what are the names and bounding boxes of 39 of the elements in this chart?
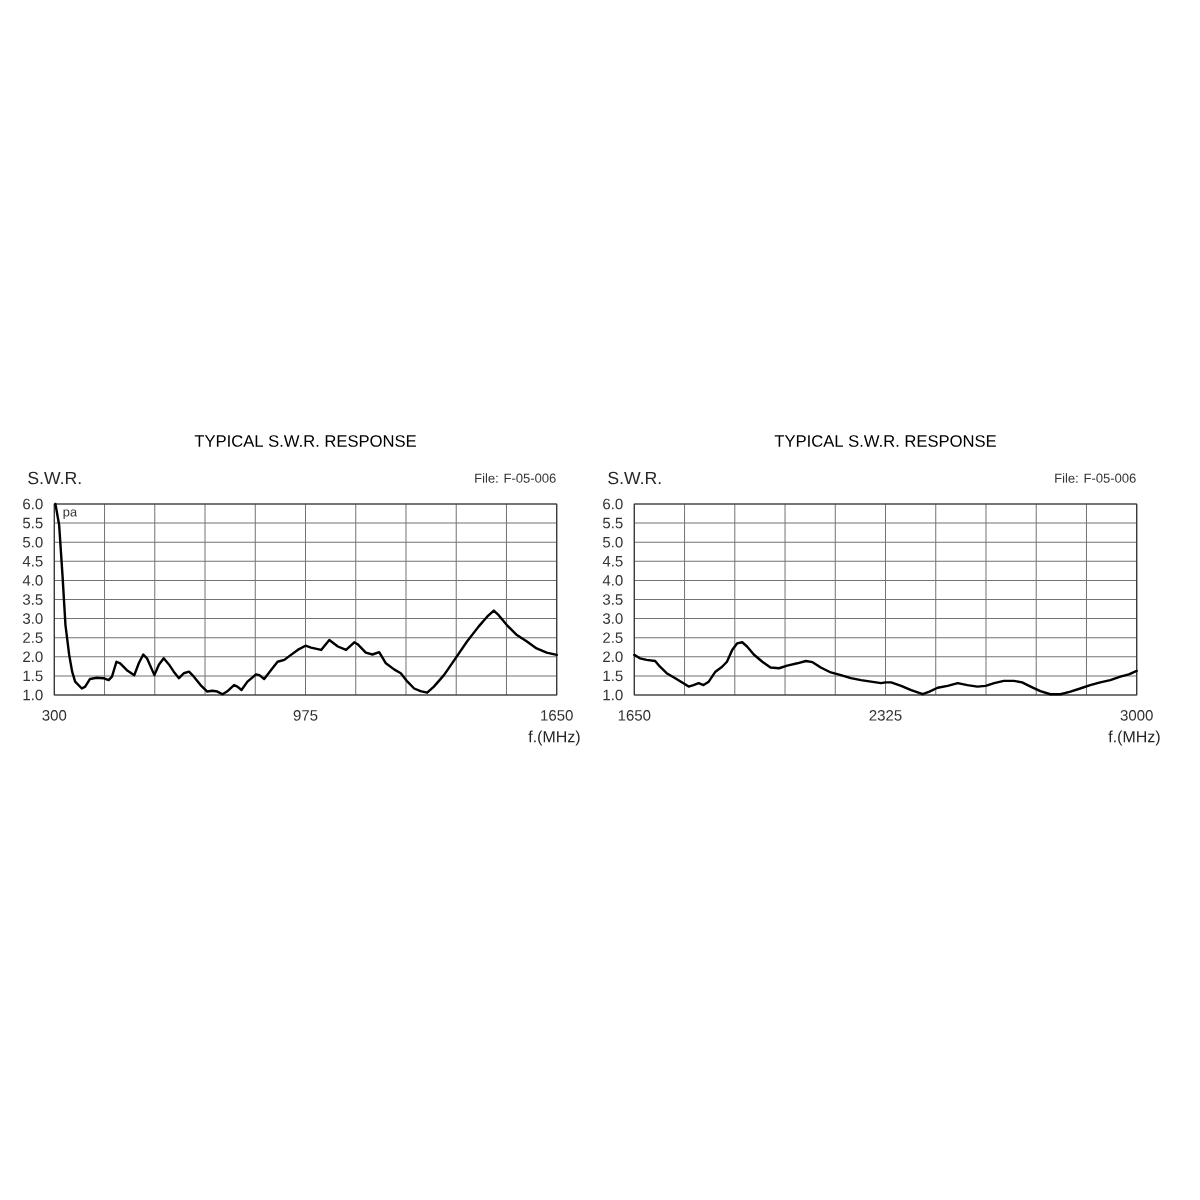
x-tick-label: 975 [293, 710, 318, 721]
x-tick-label: 2325 [869, 710, 902, 721]
text: File: F-05-006 [475, 473, 556, 483]
y-tick-label: 4.0 [22, 575, 43, 586]
y-tick-label: 5.0 [602, 536, 623, 548]
y-tick-label: 2.0 [603, 651, 623, 663]
x-tick-label: 1650 [618, 710, 651, 721]
y-tick-label: 5.0 [22, 536, 43, 548]
y-tick-label: 4.5 [22, 556, 43, 567]
y-tick-label: 6.0 [23, 498, 43, 510]
line-series [54, 502, 558, 696]
y-tick-label: 3.5 [602, 594, 623, 605]
y-tick-label: 4.0 [602, 575, 623, 586]
y-axis-title: S.W.R. [28, 471, 81, 485]
y-tick-label: 3.0 [602, 613, 623, 624]
y-tick-label: 1.0 [23, 689, 43, 701]
y-tick-label: 6.0 [603, 498, 623, 510]
x-axis-title: f.(MHz) [1108, 730, 1160, 746]
y-tick-label: 5.5 [22, 517, 43, 529]
text: File: F-05-006 [1055, 473, 1136, 483]
y-tick-label: 1.5 [23, 670, 43, 682]
chart-title: TYPICAL S.W.R. RESPONSE [774, 435, 996, 447]
x-axis-title: f.(MHz) [528, 730, 580, 746]
x-tick-label: 300 [42, 710, 67, 721]
y-tick-label: 4.5 [602, 556, 623, 567]
y-tick-label: 2.5 [23, 632, 43, 644]
y-tick-label: 2.0 [23, 651, 43, 663]
y-tick-label: 1.5 [603, 670, 623, 682]
y-tick-label: 5.5 [602, 517, 623, 529]
x-tick-label: 3000 [1120, 710, 1153, 721]
annotation: pa [63, 509, 78, 520]
y-tick-label: 1.0 [603, 689, 623, 701]
y-tick-label: 3.0 [22, 613, 43, 624]
line-series [633, 641, 1138, 696]
y-axis-title: S.W.R. [608, 471, 661, 485]
chart-title: TYPICAL S.W.R. RESPONSE [194, 435, 416, 447]
y-tick-label: 3.5 [22, 594, 43, 605]
y-tick-label: 2.5 [603, 632, 623, 644]
x-tick-label: 1650 [541, 710, 573, 721]
